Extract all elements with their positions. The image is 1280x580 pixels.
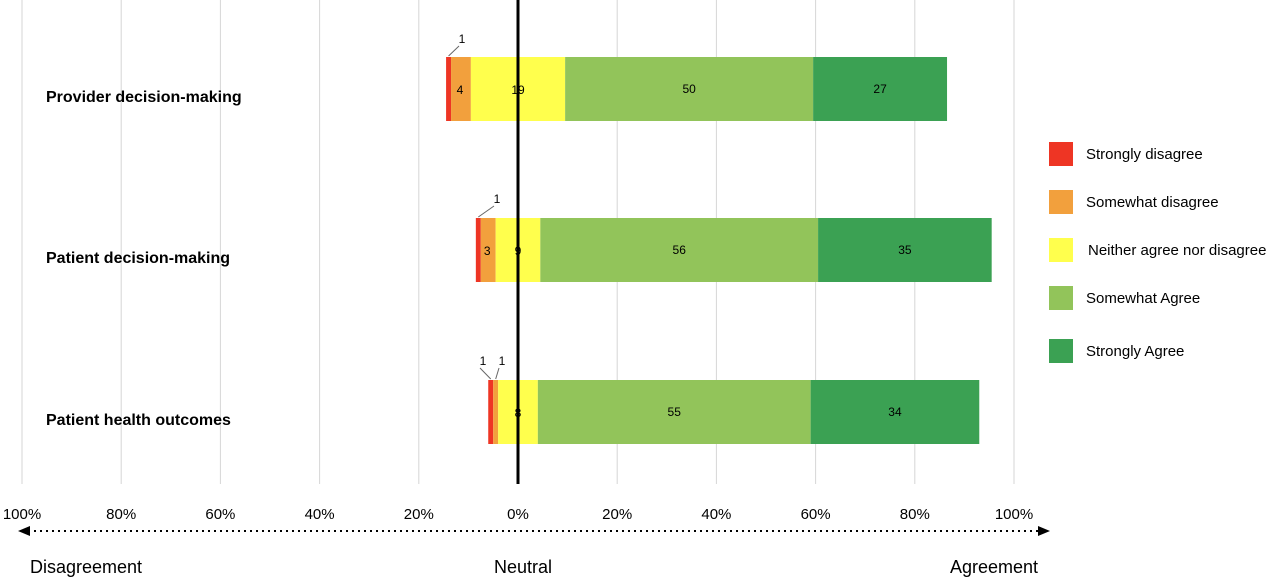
legend-swatch: [1049, 339, 1073, 363]
legend-item: Strongly Agree: [1049, 339, 1184, 363]
bar-segment: [451, 57, 471, 121]
x-axis-ticks: 100% 80% 60% 40% 20% 0% 20% 40% 60% 80% 100%: [3, 506, 1033, 523]
bar-row: 19502741: [446, 32, 948, 121]
callout-leader-line: [495, 367, 500, 380]
legend: Strongly disagree Somewhat disagree Neithe…: [1049, 142, 1266, 363]
bar-segment: [810, 380, 980, 444]
bar-segment: [488, 380, 494, 444]
category-label: Provider decision-making: [46, 89, 242, 106]
direction-label-center: Neutral: [494, 557, 552, 577]
bar-segment: [446, 57, 452, 121]
legend-item: Neither agree nor disagree: [1049, 238, 1266, 262]
legend-swatch: [1049, 190, 1073, 214]
bars: 1950274195635318553411: [446, 32, 992, 444]
bar-row: 9563531: [475, 192, 992, 282]
legend-swatch: [1049, 286, 1073, 310]
bar-value-label: 55: [668, 405, 682, 419]
x-tick-label: 60%: [801, 506, 831, 523]
bar-value-label: 56: [673, 243, 687, 257]
legend-label: Strongly disagree: [1086, 146, 1203, 163]
legend-item: Somewhat Agree: [1049, 286, 1200, 310]
bar-segment: [813, 57, 948, 121]
bar-value-label: 34: [888, 405, 902, 419]
bar-segment: [540, 218, 819, 282]
bar-segment: [493, 380, 499, 444]
right-arrow-head: [1038, 526, 1050, 536]
bar-value-label: 3: [484, 244, 491, 258]
bar-segment: [565, 57, 814, 121]
bar-segment: [480, 218, 496, 282]
x-tick-label: 60%: [205, 506, 235, 523]
legend-label: Somewhat disagree: [1086, 194, 1219, 211]
x-tick-label: 100%: [3, 506, 41, 523]
callout-value-label: 1: [480, 354, 487, 368]
bar-value-label: 35: [898, 243, 912, 257]
callout-value-label: 1: [459, 32, 466, 46]
callout-leader-line: [478, 205, 495, 218]
x-tick-label: 20%: [404, 506, 434, 523]
bar-row: 8553411: [479, 354, 980, 444]
callout-value-label: 1: [499, 354, 506, 368]
bar-segment: [475, 218, 481, 282]
legend-swatch: [1049, 142, 1073, 166]
x-tick-label: 80%: [106, 506, 136, 523]
bar-segment: [818, 218, 992, 282]
x-tick-label: 40%: [305, 506, 335, 523]
callout-leader-line: [479, 367, 492, 380]
callout-leader-line: [448, 45, 460, 57]
legend-label: Neither agree nor disagree: [1088, 242, 1266, 259]
x-tick-label: 20%: [602, 506, 632, 523]
legend-label: Somewhat Agree: [1086, 290, 1200, 307]
left-arrow-head: [18, 526, 30, 536]
x-tick-label: 40%: [701, 506, 731, 523]
callout-value-label: 1: [494, 192, 501, 206]
bar-value-label: 4: [457, 83, 464, 97]
legend-swatch: [1049, 238, 1073, 262]
legend-label: Strongly Agree: [1086, 343, 1184, 360]
bar-value-label: 27: [873, 82, 887, 96]
legend-item: Strongly disagree: [1049, 142, 1203, 166]
x-tick-label: 0%: [507, 506, 529, 523]
bar-value-label: 50: [682, 82, 696, 96]
x-tick-label: 80%: [900, 506, 930, 523]
legend-item: Somewhat disagree: [1049, 190, 1219, 214]
category-label: Patient decision-making: [46, 250, 230, 267]
direction-axis: Disagreement Neutral Agreement: [18, 526, 1050, 577]
category-labels: Provider decision-making Patient decision…: [46, 89, 242, 429]
x-tick-label: 100%: [995, 506, 1033, 523]
category-label: Patient health outcomes: [46, 412, 231, 429]
direction-label-left: Disagreement: [30, 557, 142, 577]
direction-label-right: Agreement: [950, 557, 1038, 577]
bar-segment: [537, 380, 811, 444]
